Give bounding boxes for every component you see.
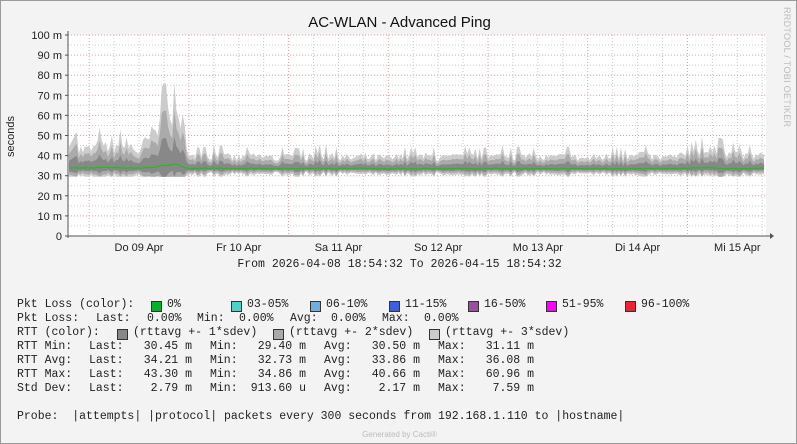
pkt-loss-max-label: Max:	[382, 312, 410, 325]
x-tick-label: Mo 13 Apr	[513, 242, 563, 254]
rtt-color-swatch	[117, 329, 128, 340]
rtt-avg-line	[68, 163, 765, 170]
min-label: Min:	[210, 382, 238, 395]
max-label: Max:	[438, 382, 466, 395]
avg-label: Avg:	[324, 340, 352, 353]
chart-title: AC-WLAN - Advanced Ping	[308, 14, 491, 31]
pkt-loss-max: 0.00%	[424, 312, 459, 325]
loss-color-swatch	[546, 301, 557, 312]
x-tick-label: Sa 11 Apr	[315, 242, 363, 254]
rtt-color-swatch	[273, 329, 284, 340]
rrdtool-watermark: RRDTOOL / TOBI OETIKER	[782, 7, 792, 128]
pkt-loss-last-label: Last:	[96, 312, 131, 325]
probe-text: Probe: |attempts| |protocol| packets eve…	[17, 410, 625, 423]
max-value: 60.96 m	[485, 368, 534, 381]
last-label: Last:	[89, 368, 124, 381]
avg-value: 40.66 m	[371, 368, 420, 381]
rtt-color-swatch	[429, 329, 440, 340]
y-tick-label: 100 m	[31, 30, 62, 42]
loss-legend-label: 06-10%	[326, 298, 368, 311]
avg-value: 33.86 m	[371, 354, 420, 367]
rtt-legend-label: (rttavg +- 1*sdev)	[133, 326, 258, 339]
y-tick-label: 60 m	[38, 110, 62, 122]
x-tick-label: Do 09 Apr	[115, 242, 164, 254]
y-tick-label: 50 m	[38, 131, 62, 143]
last-label: Last:	[89, 340, 124, 353]
min-label: Min:	[210, 354, 238, 367]
y-tick-label: 20 m	[38, 191, 62, 203]
last-value: 30.45 m	[143, 340, 192, 353]
loss-color-swatch	[151, 301, 162, 312]
stats-row-label: RTT Avg:	[17, 354, 73, 367]
min-label: Min:	[210, 340, 238, 353]
pkt-loss-avg-label: Avg:	[290, 312, 318, 325]
stats-row-label: RTT Min:	[17, 340, 73, 353]
y-tick-label: 90 m	[38, 50, 62, 62]
min-value: 32.73 m	[257, 354, 306, 367]
min-value: 29.40 m	[257, 340, 306, 353]
x-tick-label: Fr 10 Apr	[216, 242, 262, 254]
loss-color-swatch	[389, 301, 400, 312]
min-value: 34.86 m	[257, 368, 306, 381]
rtt-legend-label: (rttavg +- 2*sdev)	[289, 326, 414, 339]
loss-color-swatch	[625, 301, 636, 312]
avg-value: 2.17 m	[378, 382, 420, 395]
min-value: 913.60 u	[250, 382, 306, 395]
rtt-color-label: RTT (color):	[17, 326, 100, 339]
loss-legend-label: 0%	[167, 298, 181, 311]
x-tick-label: So 12 Apr	[414, 242, 463, 254]
min-label: Min:	[210, 368, 238, 381]
stats-row-label: Std Dev:	[17, 382, 73, 395]
max-label: Max:	[438, 340, 466, 353]
last-value: 34.21 m	[143, 354, 192, 367]
max-value: 7.59 m	[492, 382, 534, 395]
max-label: Max:	[438, 368, 466, 381]
avg-label: Avg:	[324, 382, 352, 395]
pkt-loss-min: 0.00%	[239, 312, 274, 325]
avg-value: 30.50 m	[371, 340, 420, 353]
pkt-loss-last: 0.00%	[147, 312, 182, 325]
last-value: 2.79 m	[150, 382, 192, 395]
y-tick-label: 80 m	[38, 70, 62, 82]
pkt-loss-min-label: Min:	[197, 312, 225, 325]
y-tick-label: 10 m	[38, 211, 62, 223]
loss-legend-label: 51-95%	[562, 298, 604, 311]
rtt-legend-label: (rttavg +- 3*sdev)	[445, 326, 570, 339]
loss-legend-label: 16-50%	[484, 298, 526, 311]
pkt-loss-avg: 0.00%	[331, 312, 366, 325]
max-label: Max:	[438, 354, 466, 367]
loss-color-swatch	[310, 301, 321, 312]
last-label: Last:	[89, 354, 124, 367]
loss-legend-label: 11-15%	[405, 298, 447, 311]
y-tick-label: 0	[56, 231, 62, 243]
loss-legend-label: 96-100%	[641, 298, 690, 311]
loss-color-swatch	[468, 301, 479, 312]
max-value: 36.08 m	[485, 354, 534, 367]
band-1-sdev	[69, 137, 764, 177]
y-tick-label: 40 m	[38, 151, 62, 163]
y-tick-label: 30 m	[38, 171, 62, 183]
max-value: 31.11 m	[485, 340, 534, 353]
last-label: Last:	[89, 382, 124, 395]
loss-color-swatch	[231, 301, 242, 312]
plot-area: 0 10 m 20 m 30 m 40 m 50 m 60 m 70 m 80 m 90 m 100…	[31, 30, 774, 254]
stats-row-label: RTT Max:	[17, 368, 73, 381]
pkt-loss-color-label: Pkt Loss (color):	[17, 298, 135, 311]
avg-label: Avg:	[324, 354, 352, 367]
last-value: 43.30 m	[143, 368, 192, 381]
pkt-loss-label: Pkt Loss:	[17, 312, 80, 325]
generated-by: Generated by Cacti®	[362, 430, 437, 439]
time-range-text: From 2026-04-08 18:54:32 To 2026-04-15 1…	[237, 258, 562, 271]
y-tick-label: 70 m	[38, 90, 62, 102]
x-tick-label: Di 14 Apr	[615, 242, 661, 254]
avg-label: Avg:	[324, 368, 352, 381]
loss-legend-label: 03-05%	[247, 298, 289, 311]
x-axis-arrow-icon	[770, 233, 774, 239]
x-tick-label: Mi 15 Apr	[714, 242, 761, 254]
